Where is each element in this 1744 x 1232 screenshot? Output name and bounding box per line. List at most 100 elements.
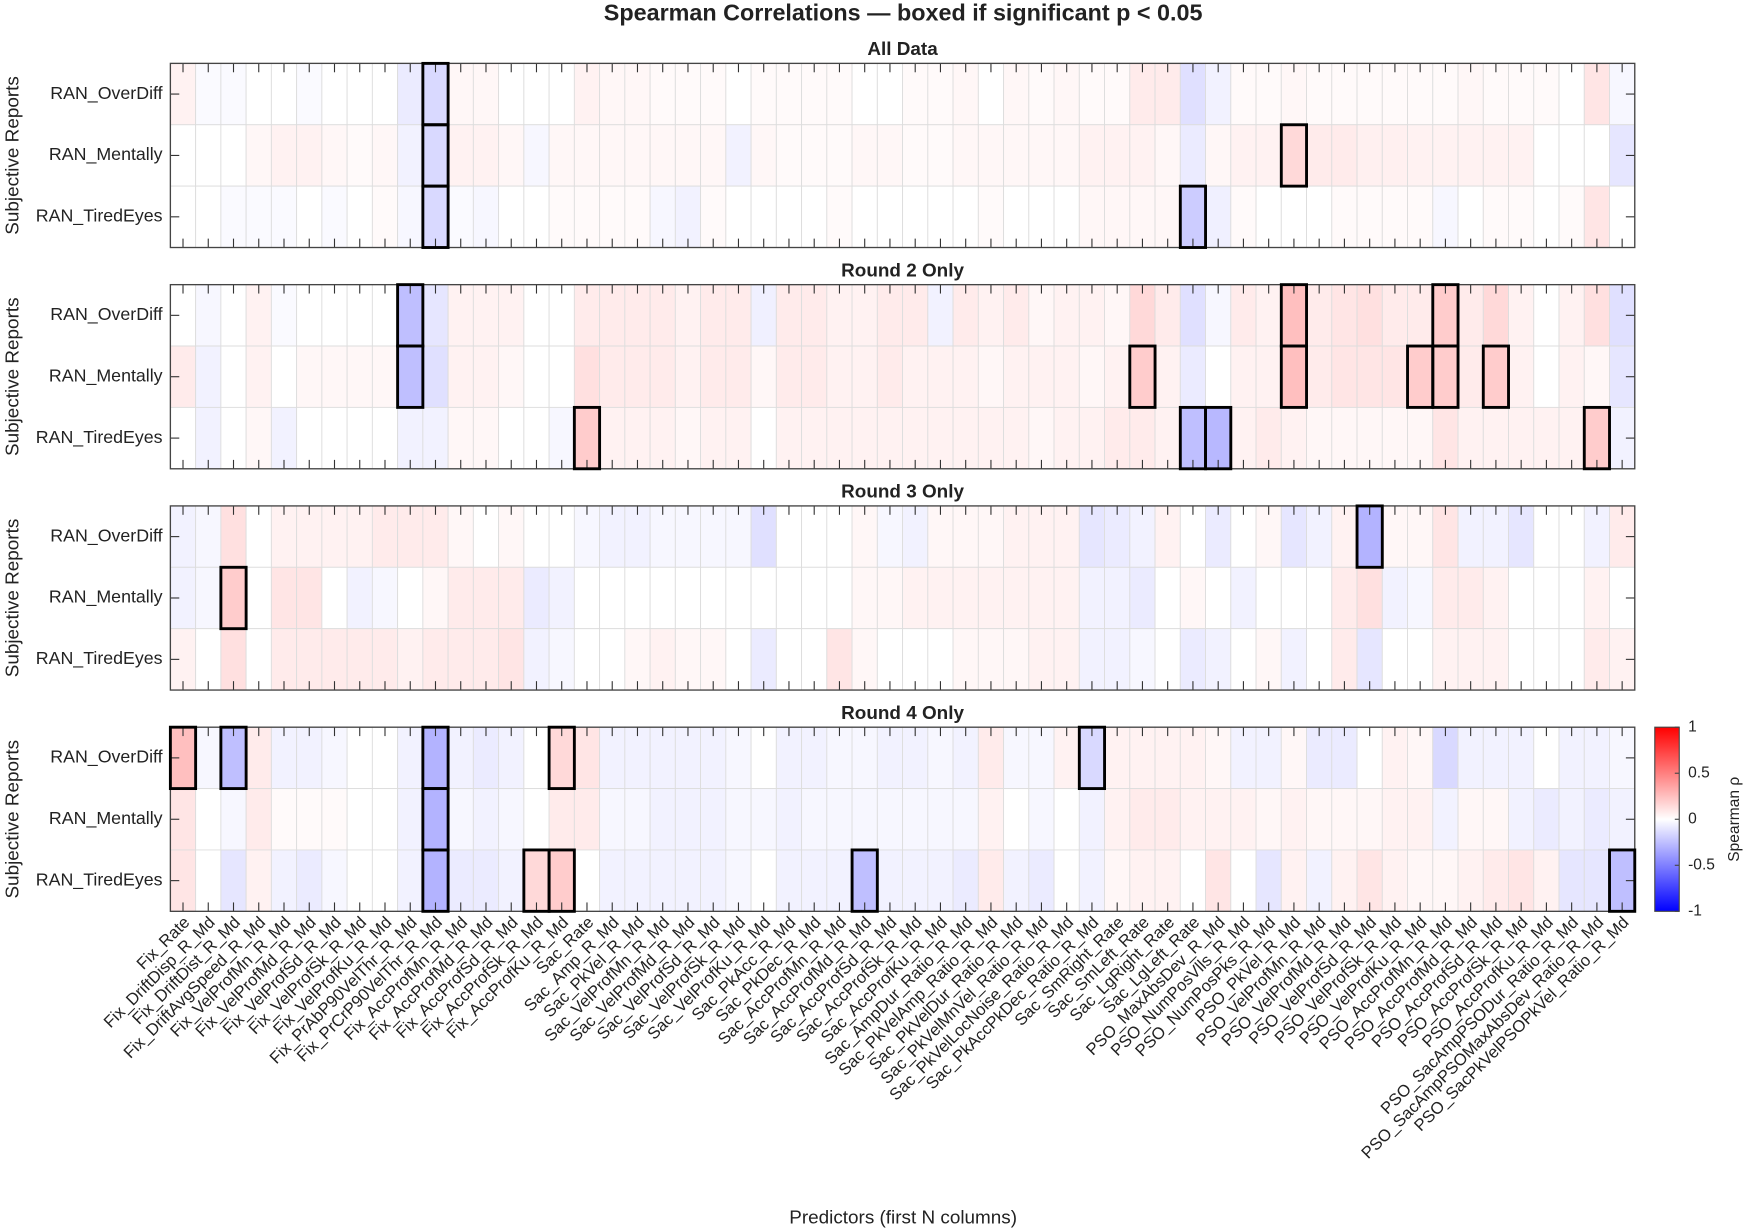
heatmap-cell <box>700 726 727 790</box>
heatmap-cell <box>498 406 525 470</box>
heatmap-cell <box>952 726 979 790</box>
heatmap-cell <box>1558 62 1585 126</box>
heatmap-cell <box>548 124 575 187</box>
heatmap-cell <box>1306 284 1333 347</box>
heatmap-cell <box>1457 726 1484 790</box>
heatmap-cell <box>902 566 929 630</box>
heatmap-cell <box>624 788 651 851</box>
significance-box <box>1279 344 1308 409</box>
heatmap-cell <box>321 345 348 408</box>
heatmap-cell <box>674 284 702 347</box>
heatmap-cell <box>1255 284 1282 347</box>
heatmap-cell <box>1179 849 1206 912</box>
heatmap-cell <box>1558 185 1585 248</box>
heatmap-cell <box>573 284 601 347</box>
heatmap-cell <box>1407 628 1434 691</box>
heatmap-cell <box>296 345 323 408</box>
heatmap-cell <box>1457 185 1484 248</box>
heatmap-cell <box>346 628 373 691</box>
heatmap-cell <box>700 505 727 568</box>
heatmap-cell <box>1533 406 1560 470</box>
heatmap-cell <box>1205 62 1232 126</box>
heatmap-cell <box>1179 124 1206 187</box>
y-axis-label: Subjective Reports <box>3 519 24 678</box>
heatmap-cell <box>1028 284 1055 347</box>
heatmap-cell <box>1104 628 1131 691</box>
heatmap-cell <box>296 62 323 126</box>
heatmap-cell <box>245 124 272 187</box>
heatmap-cell <box>624 284 651 347</box>
heatmap-cell <box>1356 406 1383 470</box>
heatmap-cell <box>296 406 323 470</box>
heatmap-cell <box>1432 124 1459 187</box>
heatmap-cell <box>876 628 904 691</box>
heatmap-cell <box>1255 849 1282 912</box>
heatmap-cell <box>826 124 853 187</box>
heatmap-cell <box>876 849 904 912</box>
heatmap-cell <box>1053 185 1080 248</box>
heatmap-cell <box>1255 726 1282 790</box>
heatmap-cell <box>1583 628 1610 691</box>
heatmap-cell <box>1558 849 1585 912</box>
heatmap-cell <box>296 124 323 187</box>
heatmap-cell <box>1407 345 1434 408</box>
heatmap-cell <box>775 185 803 248</box>
heatmap-cell <box>1053 345 1080 408</box>
heatmap-cell <box>422 284 449 347</box>
heatmap-cell <box>649 62 676 126</box>
heatmap-cell <box>1078 726 1106 790</box>
heatmap-cell <box>422 345 449 408</box>
heatmap-cell <box>573 345 601 408</box>
heatmap-cell <box>1381 124 1408 187</box>
heatmap-cell <box>927 62 954 126</box>
heatmap-cell <box>523 124 550 187</box>
heatmap-cell <box>725 185 752 248</box>
heatmap-cell <box>1482 505 1509 568</box>
heatmap-cell <box>1104 284 1131 347</box>
heatmap-cell <box>1558 628 1585 691</box>
heatmap-cell <box>1583 284 1610 347</box>
heatmap-cell <box>346 345 373 408</box>
heatmap-cell <box>1508 726 1535 790</box>
colorbar-tick-label: -1 <box>1688 902 1702 919</box>
heatmap-cell <box>1078 124 1106 187</box>
heatmap-cell <box>902 62 929 126</box>
heatmap-cell <box>1583 345 1610 408</box>
heatmap-cell <box>1154 284 1181 347</box>
heatmap-cell <box>599 628 626 691</box>
heatmap-cell <box>599 788 626 851</box>
heatmap-cell <box>1179 185 1206 248</box>
heatmap-cell <box>700 788 727 851</box>
heatmap-cell <box>977 788 1005 851</box>
heatmap-cell <box>1154 406 1181 470</box>
heatmap-cell <box>1078 628 1106 691</box>
heatmap-cell <box>952 788 979 851</box>
heatmap-cell <box>927 345 954 408</box>
heatmap-cell <box>801 726 828 790</box>
heatmap-cell <box>1331 124 1358 187</box>
heatmap-cell <box>977 124 1005 187</box>
heatmap-cell <box>371 124 399 187</box>
significance-box <box>1178 184 1208 249</box>
heatmap-cell <box>245 62 272 126</box>
heatmap-cell <box>1255 345 1282 408</box>
heatmap-cell <box>1508 406 1535 470</box>
heatmap-cell <box>523 505 550 568</box>
heatmap-cell <box>1179 726 1206 790</box>
heatmap-cell <box>1230 788 1257 851</box>
heatmap-cell <box>220 788 247 851</box>
heatmap-cell <box>725 505 752 568</box>
heatmap-cell <box>1482 185 1509 248</box>
heatmap-cell <box>1154 185 1181 248</box>
heatmap-cell <box>371 628 399 691</box>
heatmap-cell <box>220 185 247 248</box>
heatmap-cell <box>1508 284 1535 347</box>
heatmap-cell <box>195 124 222 187</box>
heatmap-cell <box>296 566 323 630</box>
heatmap-cell <box>321 284 348 347</box>
heatmap-cell <box>1457 849 1484 912</box>
heatmap-cell <box>1482 406 1509 470</box>
heatmap-cell <box>371 566 399 630</box>
heatmap-cell <box>674 788 702 851</box>
heatmap-cell <box>1381 788 1408 851</box>
